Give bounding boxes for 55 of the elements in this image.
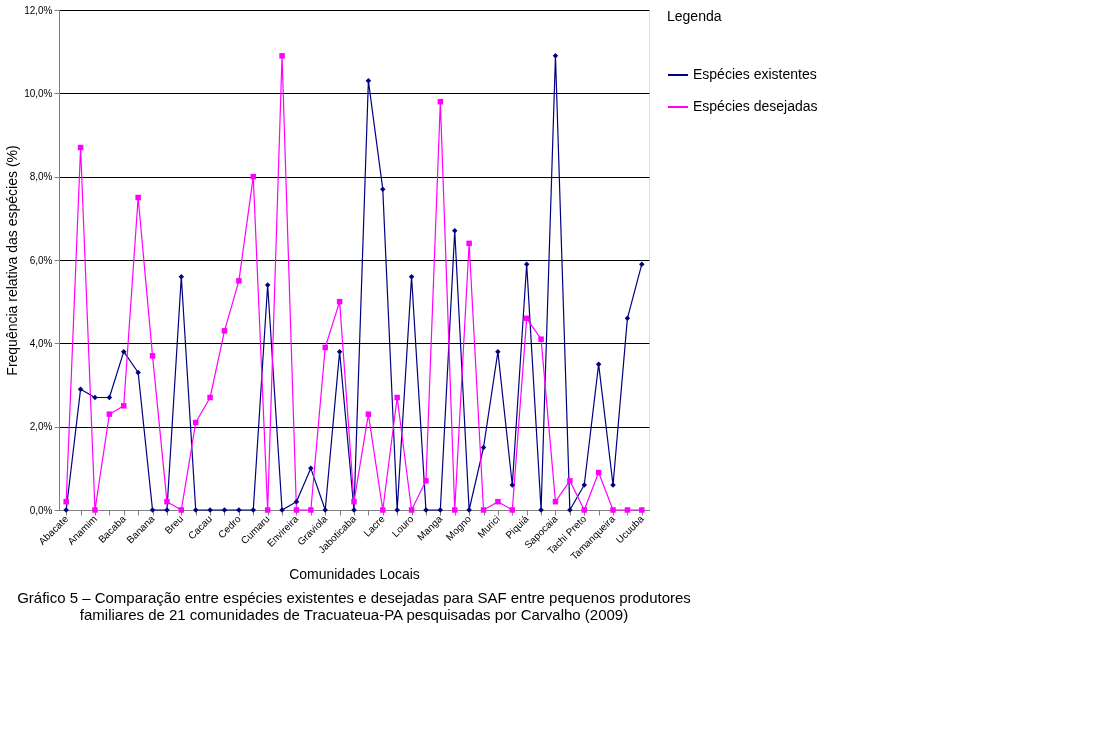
y-tick-label: 10,0% (24, 87, 53, 99)
point (135, 369, 141, 376)
point (92, 394, 98, 401)
y-tick-label: 4,0% (29, 337, 53, 349)
point (351, 498, 357, 505)
point (236, 278, 242, 284)
legend-label: Espécies existentes (693, 66, 817, 82)
point (495, 498, 501, 505)
text: Gráfico 5 – Comparação entre espécies existentes e desejadas para SAF entre pequenos produtores familiares de 21 comunidades de Tracuateua-PA pesquisadas por Carvalho (2009) (17, 589, 691, 624)
point (149, 353, 156, 359)
point (480, 507, 487, 513)
point (523, 261, 530, 267)
y-tick-label: 8,0% (29, 171, 53, 183)
point (207, 394, 213, 401)
point (567, 478, 573, 484)
point (365, 78, 372, 84)
legend-title: Legenda (667, 8, 722, 24)
point (495, 348, 501, 355)
y-tick-label: 12,0% (24, 4, 53, 16)
y-tick-label: 6,0% (29, 254, 53, 266)
point (106, 411, 113, 417)
point (509, 482, 516, 488)
point (221, 328, 228, 334)
y-axis-title: Frequência relativa das espécies (%) (4, 145, 21, 376)
point (149, 507, 156, 513)
point (192, 507, 199, 513)
point (451, 507, 458, 513)
point (365, 411, 372, 417)
point (394, 394, 400, 401)
y-tick-label: 0,0% (29, 504, 53, 516)
point (639, 261, 645, 267)
point (121, 403, 127, 409)
point (451, 228, 458, 234)
point (380, 186, 386, 192)
point (264, 282, 271, 288)
point (63, 498, 69, 505)
point (408, 507, 415, 513)
point (264, 507, 271, 513)
point (595, 361, 602, 367)
point (135, 194, 141, 201)
point (423, 478, 429, 484)
point (279, 53, 285, 59)
point (322, 344, 328, 351)
point (552, 53, 559, 59)
x-axis-title: Comunidades Locais (289, 565, 420, 582)
point (466, 240, 472, 247)
y-tick-label: 2,0% (29, 421, 53, 433)
point (178, 273, 185, 280)
point (308, 465, 314, 472)
point (121, 348, 127, 355)
point (164, 498, 170, 505)
point (77, 386, 84, 392)
legend-label: Espécies desejadas (693, 98, 818, 114)
point (538, 336, 544, 342)
point (336, 348, 343, 355)
